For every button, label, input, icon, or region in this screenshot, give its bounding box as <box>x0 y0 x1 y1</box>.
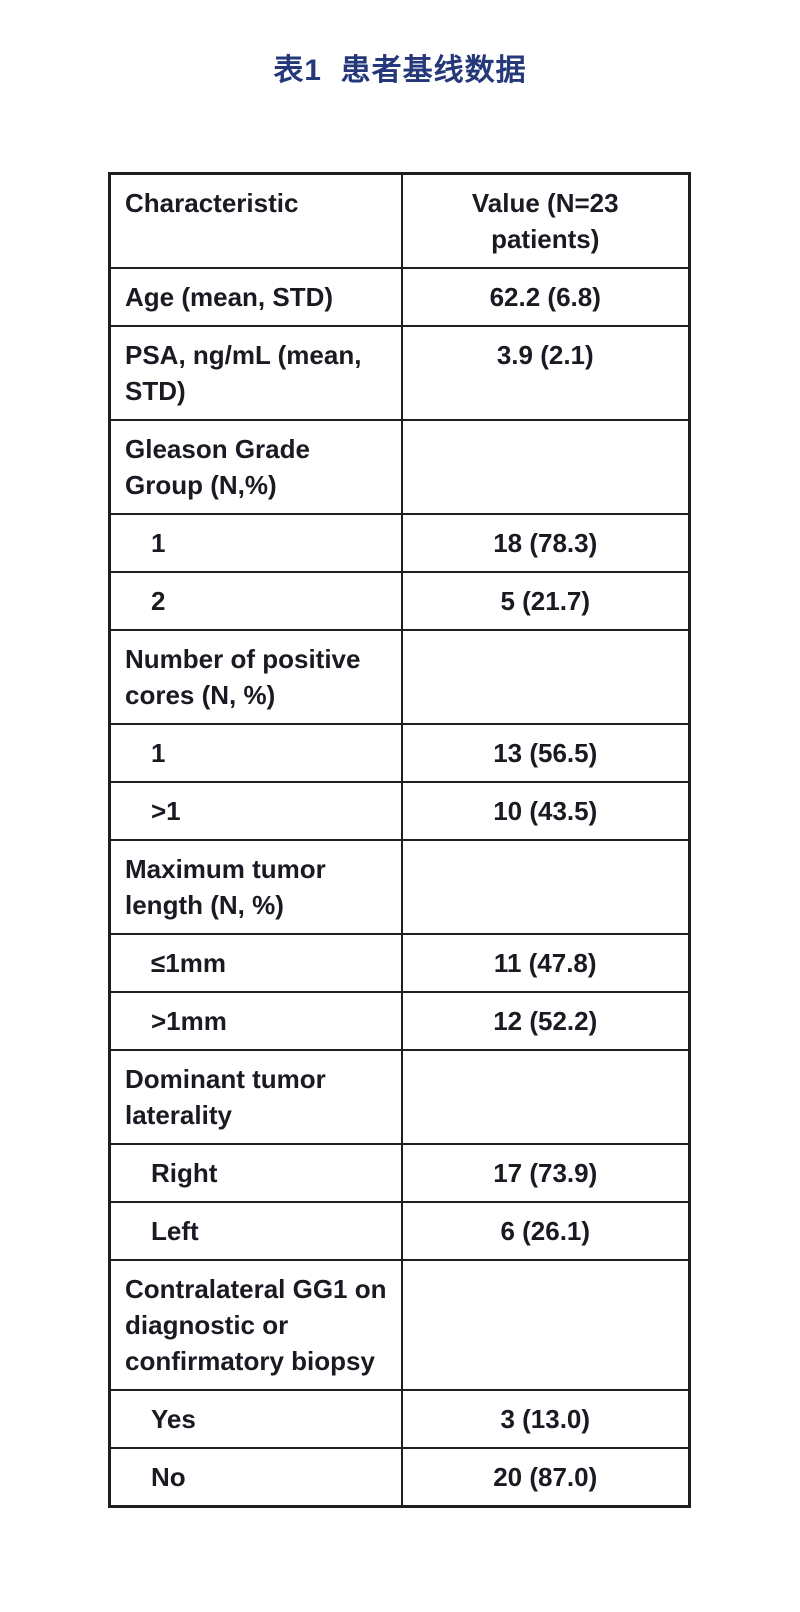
row-value-cell: 12 (52.2) <box>400 991 691 1051</box>
table-row: Left 6 (26.1) <box>108 1201 691 1261</box>
row-value-cell: 11 (47.8) <box>400 933 691 993</box>
row-label-cell: >1 <box>108 781 403 841</box>
table-row: >1mm 12 (52.2) <box>108 991 691 1051</box>
row-value-cell <box>400 839 691 935</box>
row-value-cell: 6 (26.1) <box>400 1201 691 1261</box>
table-row: Number of positive cores (N, %) <box>108 629 691 725</box>
table-row: Yes 3 (13.0) <box>108 1389 691 1449</box>
row-label-cell: Gleason Grade Group (N,%) <box>108 419 403 515</box>
table-row: 1 18 (78.3) <box>108 513 691 573</box>
row-label-cell: Right <box>108 1143 403 1203</box>
baseline-characteristics-table: Characteristic Value (N=23 patients) Age… <box>108 172 691 1508</box>
row-value-cell: 10 (43.5) <box>400 781 691 841</box>
table-row: PSA, ng/mL (mean, STD) 3.9 (2.1) <box>108 325 691 421</box>
row-label-cell: Contralateral GG1 on diagnostic or confi… <box>108 1259 403 1391</box>
row-label-cell: 2 <box>108 571 403 631</box>
table-row: Gleason Grade Group (N,%) <box>108 419 691 515</box>
row-label-cell: No <box>108 1447 403 1508</box>
row-value-cell <box>400 1049 691 1145</box>
row-value-cell: 17 (73.9) <box>400 1143 691 1203</box>
column-header-characteristic: Characteristic <box>108 172 403 269</box>
table-row: >1 10 (43.5) <box>108 781 691 841</box>
row-value-cell: 62.2 (6.8) <box>400 267 691 327</box>
page-title: 表1 患者基线数据 <box>273 54 527 87</box>
row-label-cell: Dominant tumor laterality <box>108 1049 403 1145</box>
table-header-row: Characteristic Value (N=23 patients) <box>108 172 691 269</box>
table-row: Dominant tumor laterality <box>108 1049 691 1145</box>
table-row: 1 13 (56.5) <box>108 723 691 783</box>
row-label-cell: PSA, ng/mL (mean, STD) <box>108 325 403 421</box>
row-value-cell: 3.9 (2.1) <box>400 325 691 421</box>
row-value-cell: 20 (87.0) <box>400 1447 691 1508</box>
table-row: Right 17 (73.9) <box>108 1143 691 1203</box>
row-label-cell: Age (mean, STD) <box>108 267 403 327</box>
row-label-cell: Left <box>108 1201 403 1261</box>
table-row: Contralateral GG1 on diagnostic or confi… <box>108 1259 691 1391</box>
row-label-cell: 1 <box>108 723 403 783</box>
row-value-cell <box>400 629 691 725</box>
row-value-cell: 3 (13.0) <box>400 1389 691 1449</box>
table-row: Maximum tumor length (N, %) <box>108 839 691 935</box>
table-row: 2 5 (21.7) <box>108 571 691 631</box>
row-label-cell: Number of positive cores (N, %) <box>108 629 403 725</box>
row-value-cell <box>400 419 691 515</box>
row-value-cell: 18 (78.3) <box>400 513 691 573</box>
row-label-cell: ≤1mm <box>108 933 403 993</box>
row-label-cell: Yes <box>108 1389 403 1449</box>
row-label-cell: 1 <box>108 513 403 573</box>
row-value-cell: 5 (21.7) <box>400 571 691 631</box>
row-label-cell: Maximum tumor length (N, %) <box>108 839 403 935</box>
row-label-cell: >1mm <box>108 991 403 1051</box>
row-value-cell <box>400 1259 691 1391</box>
table-row: Age (mean, STD) 62.2 (6.8) <box>108 267 691 327</box>
table-row: ≤1mm 11 (47.8) <box>108 933 691 993</box>
column-header-value: Value (N=23 patients) <box>400 172 691 269</box>
table-row: No 20 (87.0) <box>108 1447 691 1508</box>
row-value-cell: 13 (56.5) <box>400 723 691 783</box>
